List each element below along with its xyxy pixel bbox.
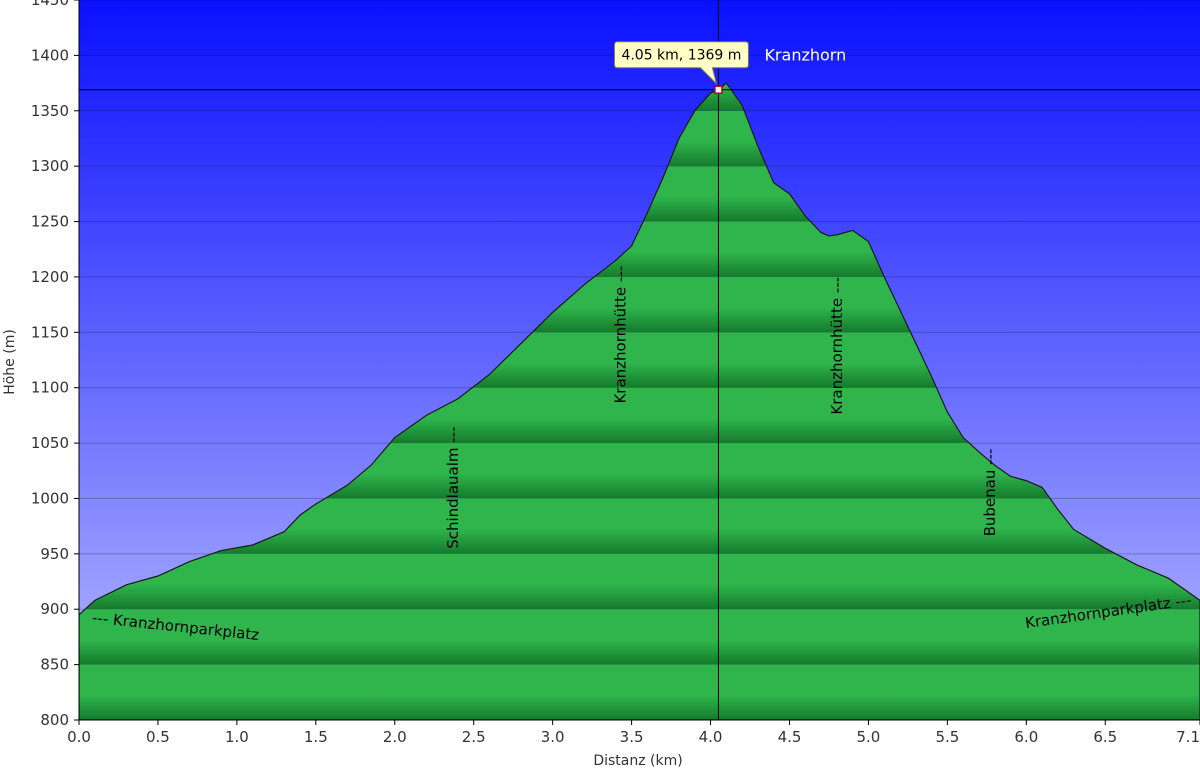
x-tick-label: 1.0 xyxy=(225,728,249,746)
x-tick-label: 2.0 xyxy=(383,728,407,746)
y-tick-label: 1200 xyxy=(31,268,69,286)
elevation-band xyxy=(79,664,1200,720)
y-tick-label: 1250 xyxy=(31,213,69,231)
x-tick-label: 3.0 xyxy=(541,728,565,746)
y-axis-title: Höhe (m) xyxy=(2,329,18,395)
elevation-band xyxy=(79,609,1200,665)
cursor-tooltip xyxy=(613,41,749,86)
cursor-tooltip-text: 4.05 km, 1369 m xyxy=(621,48,741,64)
x-tick-label: 4.5 xyxy=(778,728,802,746)
x-tick-label: 6.0 xyxy=(1014,728,1038,746)
waypoint-label: Bubenau --- xyxy=(981,449,999,537)
waypoint-label: Schindlaualm --- xyxy=(444,426,462,548)
y-tick-label: 1450 xyxy=(31,0,69,9)
y-tick-label: 850 xyxy=(40,656,69,674)
cursor: 4.05 km, 1369 m Kranzhorn xyxy=(79,0,1200,720)
x-tick-label: 6.5 xyxy=(1093,728,1117,746)
y-tick-label: 1050 xyxy=(31,434,69,452)
y-tick-label: 1300 xyxy=(31,157,69,175)
x-tick-label: 0.0 xyxy=(67,728,91,746)
x-tick-label: 5.5 xyxy=(935,728,959,746)
x-axis-title: Distanz (km) xyxy=(593,753,682,769)
x-tick-label: 0.5 xyxy=(146,728,170,746)
y-tick-label: 1350 xyxy=(31,102,69,120)
axes xyxy=(78,0,1200,721)
y-tick-label: 950 xyxy=(40,545,69,563)
waypoint-label: Kranzhornhütte --- xyxy=(612,266,630,404)
x-tick-label: 2.5 xyxy=(462,728,486,746)
y-tick-label: 1000 xyxy=(31,489,69,507)
x-tick-label: 7.1 xyxy=(1176,728,1200,746)
y-tick-label: 1400 xyxy=(31,46,69,64)
waypoint-label: Kranzhornhütte --- xyxy=(828,277,846,415)
cursor-marker xyxy=(714,85,723,94)
x-tick-label: 3.5 xyxy=(620,728,644,746)
x-tick-label: 5.0 xyxy=(857,728,881,746)
elevation-band xyxy=(79,553,1200,610)
y-tick-label: 1100 xyxy=(31,379,69,397)
y-tick-label: 1150 xyxy=(31,323,69,341)
elevation-line xyxy=(79,82,1200,720)
peak-name-label: Kranzhorn xyxy=(764,46,846,65)
x-tick-label: 1.5 xyxy=(304,728,328,746)
x-tick-label: 4.0 xyxy=(699,728,723,746)
y-tick-label: 800 xyxy=(40,711,69,729)
y-tick-label: 900 xyxy=(40,600,69,618)
tick-labels: 800 850 900 950 1000 1050 1100 1150 1200 1250 1300… xyxy=(31,0,1200,746)
